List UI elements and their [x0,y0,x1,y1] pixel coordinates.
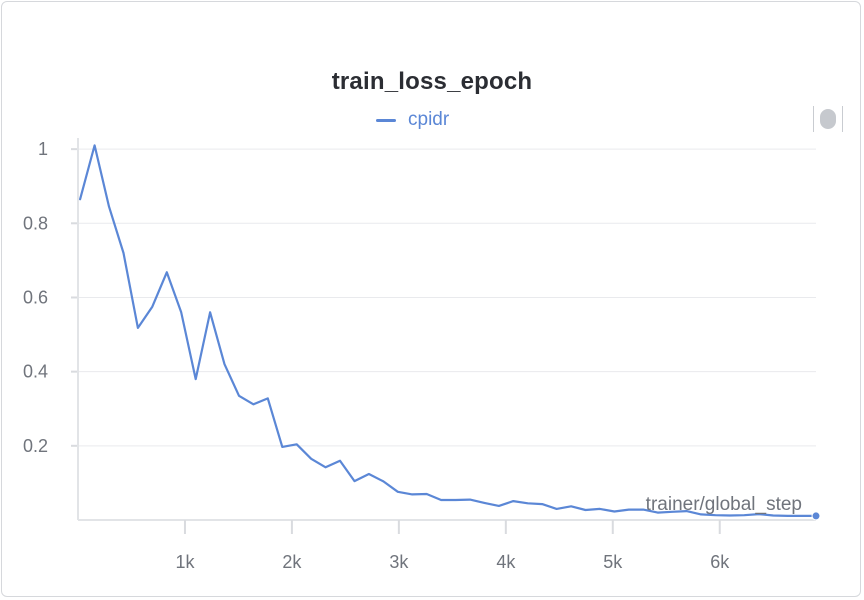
x-tick-label: 2k [282,552,302,572]
chart-title: train_loss_epoch [331,68,533,95]
x-tick-label: 6k [710,552,730,572]
y-tick-label: 0.8 [23,213,48,233]
x-axis-label: trainer/global_step [646,494,802,515]
legend-label-cpidr: cpidr [408,109,450,130]
x-tick-label: 5k [603,552,623,572]
toggle-pill-icon [820,109,836,129]
x-tick-label: 4k [496,552,516,572]
y-tick-label: 1 [38,139,48,159]
x-tick-label: 1k [175,552,195,572]
series-layer [78,144,821,521]
series-endpoint-cpidr [811,511,821,521]
x-tick-label: 3k [389,552,409,572]
grid-lines [78,148,816,447]
legend-swatch-cpidr [376,118,396,122]
y-tick-label: 0.4 [23,362,48,382]
legend-toggle-button[interactable] [813,106,843,132]
axes [71,138,816,534]
chart-legend[interactable]: cpidr [376,108,449,132]
series-line-cpidr [78,144,818,518]
y-tick-label: 0.2 [23,436,48,456]
y-tick-label: 0.6 [23,287,48,307]
tick-labels: 0.2 0.4 0.6 0.8 1 1k 2k 3k 4k 5k 6k [23,139,730,572]
